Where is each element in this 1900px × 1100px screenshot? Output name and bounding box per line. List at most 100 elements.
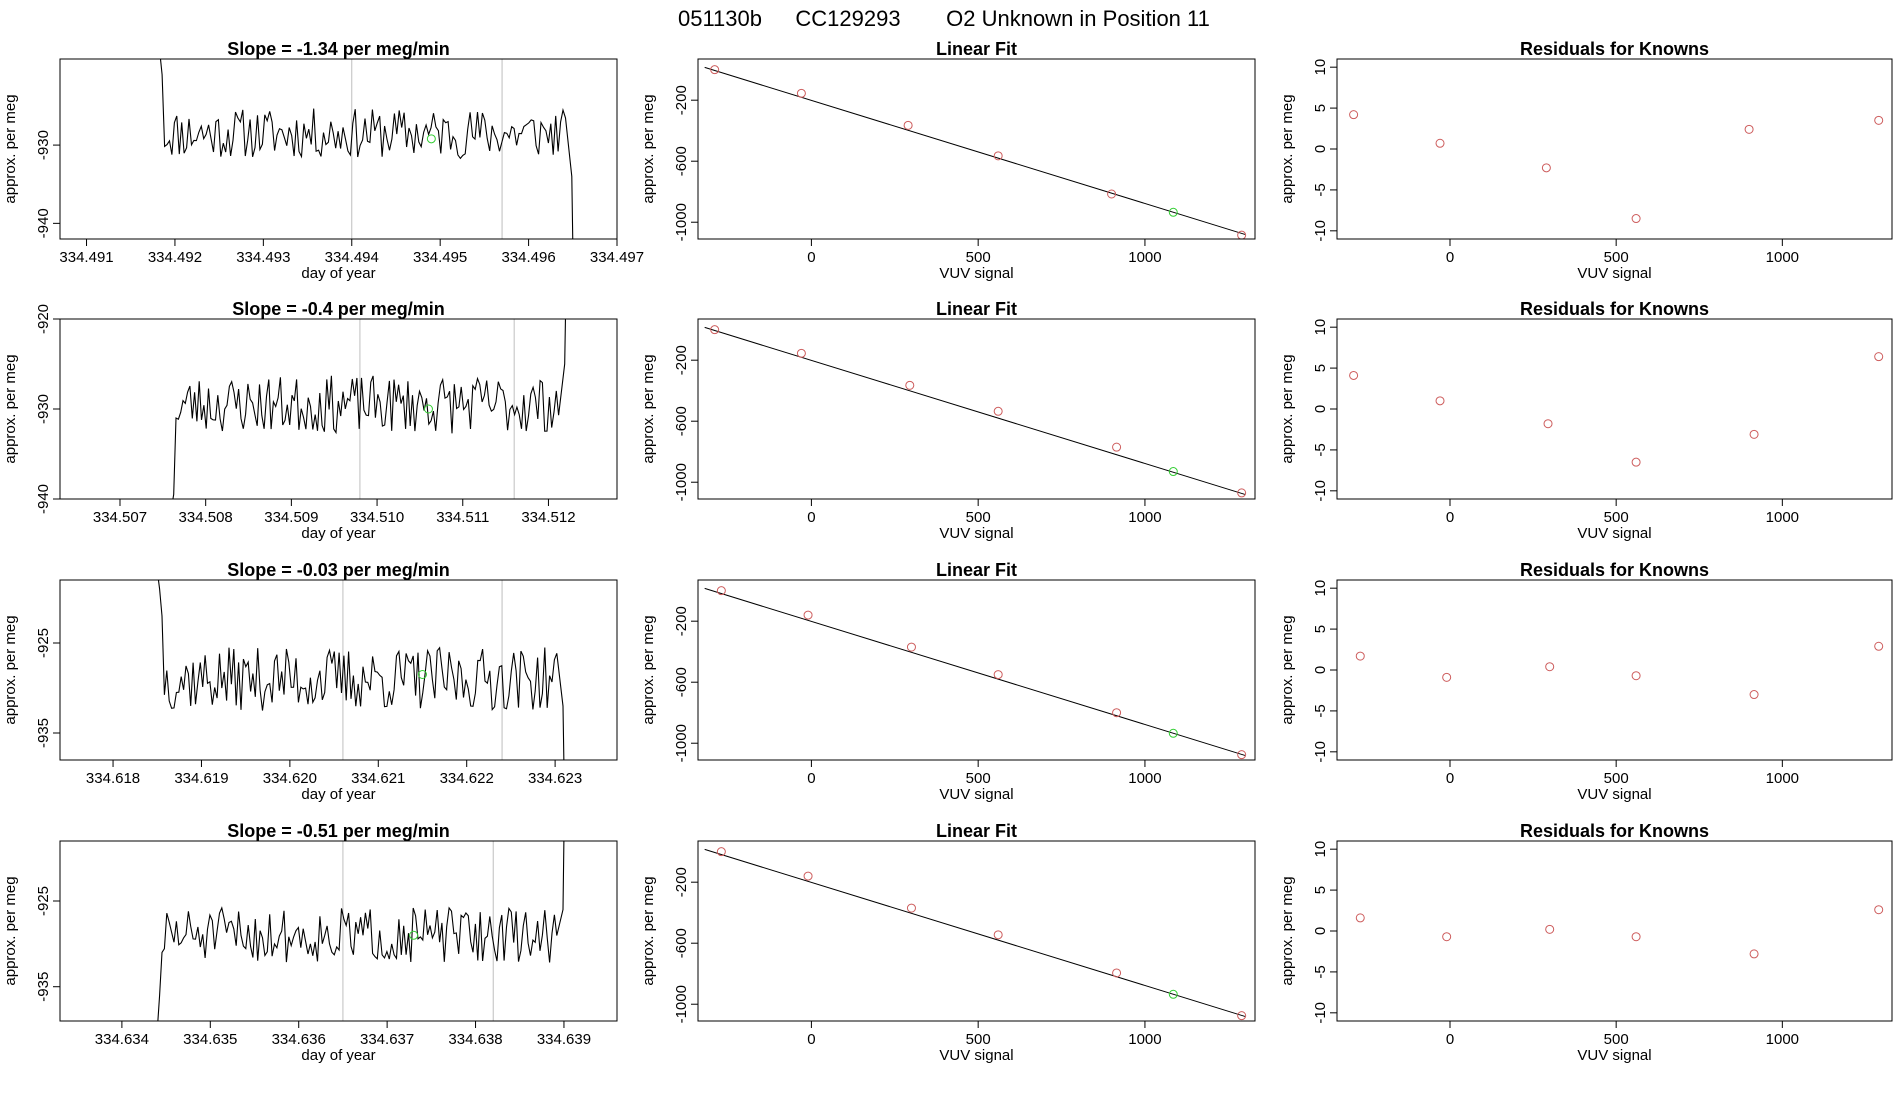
panel-title: Linear Fit <box>936 39 1017 59</box>
residual-point-marker <box>1744 124 1754 134</box>
unknown-point-marker <box>417 670 427 679</box>
residual-point-marker <box>1442 672 1452 682</box>
y-tick-label: 10 <box>1312 59 1329 76</box>
residual-point-marker <box>1874 905 1884 915</box>
residual-point-marker <box>1543 419 1553 429</box>
known-point-marker <box>803 871 813 881</box>
known-point-marker <box>716 847 726 857</box>
x-axis-label: VUV signal <box>939 1047 1013 1064</box>
y-tick-label: -200 <box>673 85 690 115</box>
x-tick-label: 334.635 <box>183 1031 237 1048</box>
fit-line <box>704 66 1246 235</box>
known-point-marker <box>796 348 806 358</box>
x-tick-label: 1000 <box>1766 1031 1799 1048</box>
x-axis-label: day of year <box>301 786 375 803</box>
y-axis-label: approx. per meg <box>640 876 657 985</box>
known-point-marker <box>906 903 916 913</box>
known-point-marker <box>993 151 1003 161</box>
known-point-marker <box>903 120 913 130</box>
x-axis-label: VUV signal <box>939 265 1013 282</box>
residual-point-marker <box>1355 913 1365 923</box>
y-tick-label: -1000 <box>673 463 690 501</box>
residual-point-marker <box>1349 110 1359 120</box>
panel-title: Slope = -1.34 per meg/min <box>227 39 450 59</box>
figure-tank-id: CC129293 <box>795 6 900 31</box>
x-tick-label: 334.620 <box>263 770 317 787</box>
panel-title: Slope = -0.03 per meg/min <box>227 560 450 580</box>
x-tick-label: 334.507 <box>93 509 147 526</box>
residual-point-marker <box>1874 352 1884 362</box>
residual-point-marker <box>1874 641 1884 651</box>
x-tick-label: 334.619 <box>174 770 228 787</box>
y-tick-label: -1000 <box>673 724 690 762</box>
y-tick-label: 0 <box>1312 666 1329 674</box>
y-tick-label: -600 <box>673 146 690 176</box>
plot-frame <box>697 58 1256 240</box>
plot-frame <box>697 579 1256 761</box>
plot-area <box>704 847 1247 1021</box>
x-tick-label: 334.491 <box>59 249 113 266</box>
panel-trace-3: Slope = -0.03 per meg/min 334.618 334.619 3… <box>2 560 618 803</box>
y-tick-label: 10 <box>1312 580 1329 597</box>
panel-trace-2: Slope = -0.4 per meg/min 334.507 334.508 33… <box>2 299 618 542</box>
panel-trace-4: Slope = -0.51 per meg/min 334.634 334.635 3… <box>2 821 618 1064</box>
panel-title: Slope = -0.4 per meg/min <box>232 299 445 319</box>
x-tick-label: 334.510 <box>350 509 404 526</box>
x-tick-label: 334.636 <box>272 1031 326 1048</box>
x-tick-label: 334.496 <box>501 249 555 266</box>
x-tick-label: 500 <box>966 249 991 266</box>
x-axis-label: day of year <box>301 1047 375 1064</box>
y-tick-label: 0 <box>1312 405 1329 413</box>
figure-title: 051130b CC129293 O2 Unknown in Position … <box>678 6 1210 31</box>
panel-grid: Slope = -1.34 per meg/min 334.491 334.492 3… <box>2 39 1893 1064</box>
plot-frame <box>697 318 1256 500</box>
x-tick-label: 0 <box>1446 770 1454 787</box>
x-axis-label: day of year <box>301 525 375 542</box>
x-axis-label: VUV signal <box>939 786 1013 803</box>
unknown-point-marker <box>1168 467 1178 477</box>
y-tick-label: -930 <box>35 130 52 160</box>
x-tick-label: 0 <box>1446 509 1454 526</box>
y-tick-label: -1000 <box>673 985 690 1023</box>
plot-area <box>157 580 565 760</box>
panel-title: Residuals for Knowns <box>1520 299 1709 319</box>
x-tick-label: 0 <box>1446 1031 1454 1048</box>
known-point-marker <box>1107 189 1117 199</box>
y-axis-label: approx. per meg <box>1279 876 1296 985</box>
y-tick-label: -10 <box>1312 741 1329 763</box>
known-point-marker <box>1237 488 1247 498</box>
y-axis-label: approx. per meg <box>2 354 19 463</box>
panel-fit-3: Linear Fit 0 500 1000 -200 -600 -1000 VUV signa… <box>640 560 1256 803</box>
plot-area <box>172 319 567 499</box>
y-tick-label: -600 <box>673 928 690 958</box>
fit-line <box>704 326 1246 495</box>
x-tick-label: 500 <box>966 509 991 526</box>
y-tick-label: -10 <box>1312 1002 1329 1024</box>
x-tick-label: 1000 <box>1766 770 1799 787</box>
y-axis-label: approx. per meg <box>640 94 657 203</box>
plot-area <box>1355 641 1884 700</box>
x-tick-label: 500 <box>966 1031 991 1048</box>
unknown-point-marker <box>423 404 433 414</box>
plot-area <box>704 65 1247 239</box>
y-tick-label: -1000 <box>673 203 690 241</box>
x-tick-label: 1000 <box>1128 1031 1161 1048</box>
panel-fit-1: Linear Fit 0 500 1000 -200 -600 -1000 VUV signa… <box>640 39 1256 282</box>
known-point-marker <box>993 406 1003 416</box>
residual-point-marker <box>1874 115 1884 125</box>
y-axis-label: approx. per meg <box>2 615 19 724</box>
plot-area <box>157 841 565 1021</box>
residual-point-marker <box>1442 932 1452 942</box>
x-tick-label: 500 <box>1604 770 1629 787</box>
y-tick-label: -10 <box>1312 480 1329 502</box>
plot-area <box>1355 905 1884 959</box>
known-point-marker <box>1112 968 1122 978</box>
x-tick-label: 500 <box>1604 249 1629 266</box>
residual-point-marker <box>1349 370 1359 380</box>
known-point-marker <box>716 586 726 596</box>
x-axis-label: VUV signal <box>1577 265 1651 282</box>
x-tick-label: 334.637 <box>360 1031 414 1048</box>
known-point-marker <box>1112 442 1122 452</box>
panel-fit-2: Linear Fit 0 500 1000 -200 -600 -1000 VUV signa… <box>640 299 1256 542</box>
y-tick-label: -5 <box>1312 443 1329 456</box>
